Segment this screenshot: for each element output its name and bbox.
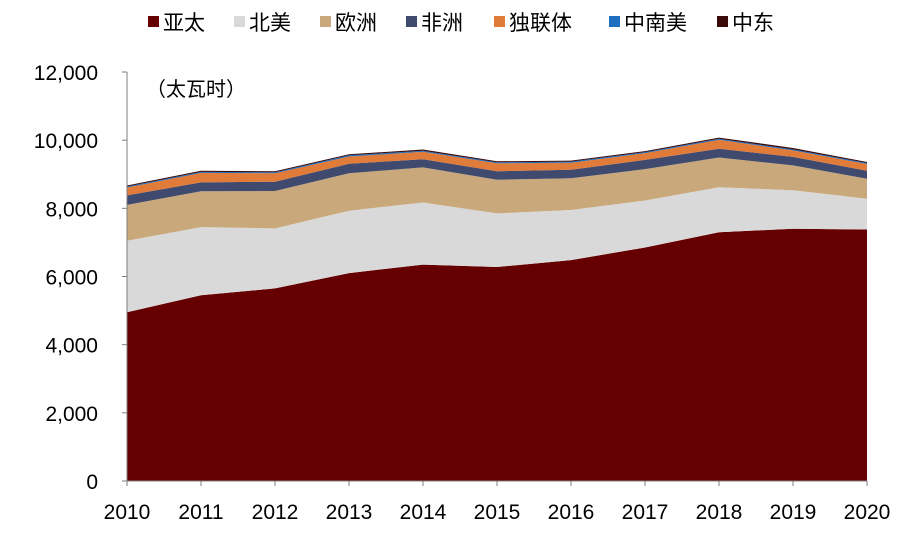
y-tick-label: 10,000 — [34, 130, 98, 153]
legend-label: 欧洲 — [335, 11, 377, 35]
y-tick-label: 12,000 — [34, 62, 98, 85]
legend-label: 中东 — [732, 11, 774, 35]
x-tick-label: 2015 — [474, 501, 521, 524]
area-series-6 — [127, 137, 867, 187]
area-series-5 — [127, 138, 867, 188]
y-axis-ticks: 0 2,000 4,000 6,000 8,000 10,000 12,000 — [34, 62, 127, 494]
legend: 亚太 北美 欧洲 非洲 独联体 中南美 中东 — [148, 11, 774, 35]
legend-swatch — [609, 16, 620, 27]
legend-label: 独联体 — [509, 11, 572, 35]
x-tick-label: 2014 — [400, 501, 447, 524]
x-tick-label: 2017 — [622, 501, 669, 524]
y-tick-label: 4,000 — [45, 335, 98, 358]
y-tick-label: 8,000 — [45, 198, 98, 221]
x-tick-label: 2011 — [178, 501, 223, 524]
legend-swatch — [148, 16, 159, 27]
x-tick-label: 2019 — [770, 501, 817, 524]
y-tick-label: 6,000 — [45, 267, 98, 290]
chart-areas — [127, 137, 867, 481]
x-tick-label: 2010 — [104, 501, 151, 524]
legend-label: 北美 — [249, 11, 291, 35]
y-tick-label: 2,000 — [45, 403, 98, 426]
legend-swatch — [494, 16, 505, 27]
legend-label: 中南美 — [624, 11, 687, 35]
x-tick-label: 2020 — [844, 501, 891, 524]
area-series-4 — [127, 139, 867, 196]
legend-label: 非洲 — [421, 11, 463, 35]
legend-swatch — [717, 16, 728, 27]
x-tick-label: 2016 — [548, 501, 595, 524]
y-tick-label: 0 — [86, 471, 98, 494]
area-series-1 — [127, 187, 867, 313]
area-series-3 — [127, 148, 867, 205]
unit-label: （太瓦时） — [146, 77, 246, 101]
x-axis-ticks: 2010 2011 2012 2013 2014 2015 2016 2017 2018 2019… — [104, 481, 891, 524]
x-tick-label: 2013 — [326, 501, 373, 524]
legend-swatch — [234, 16, 245, 27]
area-series-2 — [127, 157, 867, 241]
legend-swatch — [406, 16, 417, 27]
legend-label: 亚太 — [163, 11, 205, 35]
x-tick-label: 2018 — [696, 501, 743, 524]
area-series-0 — [127, 228, 867, 481]
x-tick-label: 2012 — [252, 501, 299, 524]
legend-swatch — [320, 16, 331, 27]
